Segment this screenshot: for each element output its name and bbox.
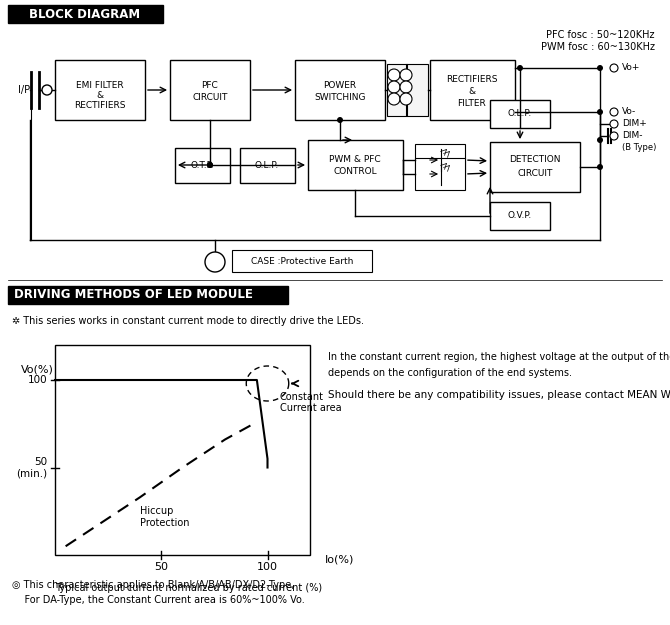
- Text: (B Type): (B Type): [622, 144, 657, 152]
- Text: DETECTION: DETECTION: [509, 156, 561, 164]
- Text: O.L.P.: O.L.P.: [255, 161, 279, 169]
- Text: Hiccup
Protection: Hiccup Protection: [140, 506, 190, 528]
- Bar: [490, 202, 550, 230]
- Text: RECTIFIERS: RECTIFIERS: [446, 76, 498, 84]
- Circle shape: [207, 162, 213, 168]
- Circle shape: [388, 93, 400, 105]
- Text: DRIVING METHODS OF LED MODULE: DRIVING METHODS OF LED MODULE: [14, 289, 253, 301]
- Circle shape: [400, 69, 412, 81]
- Circle shape: [400, 93, 412, 105]
- Circle shape: [207, 162, 213, 168]
- Circle shape: [597, 109, 603, 115]
- Text: I/P: I/P: [18, 85, 30, 95]
- Bar: [232, 250, 372, 272]
- Text: Vo+: Vo+: [622, 64, 641, 72]
- Text: depends on the configuration of the end systems.: depends on the configuration of the end …: [328, 368, 572, 378]
- Text: 100: 100: [257, 562, 278, 572]
- Text: Typical output current normalized by rated current (%): Typical output current normalized by rat…: [55, 583, 322, 593]
- Text: O.T.P.: O.T.P.: [190, 161, 214, 169]
- Text: PFC: PFC: [202, 81, 218, 89]
- Text: DIM+: DIM+: [622, 119, 647, 129]
- Bar: [490, 100, 550, 128]
- Bar: [8, 5, 163, 23]
- Bar: [170, 60, 250, 120]
- Bar: [430, 60, 515, 120]
- Circle shape: [610, 120, 618, 128]
- Text: O.V.P.: O.V.P.: [508, 211, 532, 221]
- Bar: [387, 64, 428, 116]
- Text: Io(%): Io(%): [325, 554, 354, 564]
- Bar: [308, 140, 403, 190]
- Text: In the constant current region, the highest voltage at the output of the driver: In the constant current region, the high…: [328, 352, 670, 362]
- Bar: [175, 148, 230, 183]
- Text: PWM & PFC: PWM & PFC: [329, 154, 381, 164]
- Text: &: &: [96, 91, 104, 99]
- Circle shape: [388, 69, 400, 81]
- Circle shape: [610, 64, 618, 72]
- Text: CIRCUIT: CIRCUIT: [192, 92, 228, 101]
- Text: PFC fosc : 50~120KHz: PFC fosc : 50~120KHz: [547, 30, 655, 40]
- Circle shape: [610, 108, 618, 116]
- Text: ✲ This series works in constant current mode to directly drive the LEDs.: ✲ This series works in constant current …: [12, 316, 364, 326]
- Bar: [55, 60, 145, 120]
- Text: FILTER: FILTER: [458, 99, 486, 109]
- Text: ◎ This characteristic applies to Blank/A/B/AB/DX/D2-Type,: ◎ This characteristic applies to Blank/A…: [12, 580, 294, 590]
- Circle shape: [597, 164, 603, 170]
- Bar: [415, 144, 465, 176]
- Circle shape: [597, 137, 603, 143]
- Circle shape: [388, 81, 400, 93]
- Text: Vo-: Vo-: [622, 107, 636, 116]
- Circle shape: [610, 132, 618, 140]
- Text: CASE :Protective Earth: CASE :Protective Earth: [251, 256, 353, 266]
- Text: 50: 50: [154, 562, 168, 572]
- Bar: [415, 158, 465, 190]
- Circle shape: [517, 65, 523, 71]
- Bar: [295, 60, 385, 120]
- Circle shape: [597, 65, 603, 71]
- Circle shape: [337, 117, 343, 123]
- Text: SWITCHING: SWITCHING: [314, 92, 366, 101]
- Text: Vo(%): Vo(%): [21, 365, 54, 375]
- Text: Should there be any compatibility issues, please contact MEAN WELL.: Should there be any compatibility issues…: [328, 390, 670, 400]
- Text: POWER: POWER: [324, 81, 356, 89]
- Text: DIM-: DIM-: [622, 131, 643, 141]
- Text: For DA-Type, the Constant Current area is 60%~100% Vo.: For DA-Type, the Constant Current area i…: [12, 595, 305, 605]
- Text: 50
(min.): 50 (min.): [16, 457, 47, 478]
- Text: EMI FILTER: EMI FILTER: [76, 81, 124, 89]
- Text: 100: 100: [27, 375, 47, 385]
- Text: CIRCUIT: CIRCUIT: [517, 169, 553, 177]
- Text: O.L.P.: O.L.P.: [508, 109, 532, 119]
- Bar: [55, 345, 310, 555]
- Circle shape: [400, 81, 412, 93]
- Text: CONTROL: CONTROL: [333, 168, 377, 176]
- Text: RECTIFIERS: RECTIFIERS: [74, 101, 126, 109]
- Circle shape: [205, 252, 225, 272]
- Text: &: &: [468, 88, 476, 96]
- Bar: [8, 286, 288, 304]
- Bar: [240, 148, 295, 183]
- Text: Constant
Current area: Constant Current area: [279, 391, 341, 413]
- Circle shape: [42, 85, 52, 95]
- Text: BLOCK DIAGRAM: BLOCK DIAGRAM: [29, 8, 141, 21]
- Bar: [490, 142, 580, 192]
- Text: PWM fosc : 60~130KHz: PWM fosc : 60~130KHz: [541, 42, 655, 52]
